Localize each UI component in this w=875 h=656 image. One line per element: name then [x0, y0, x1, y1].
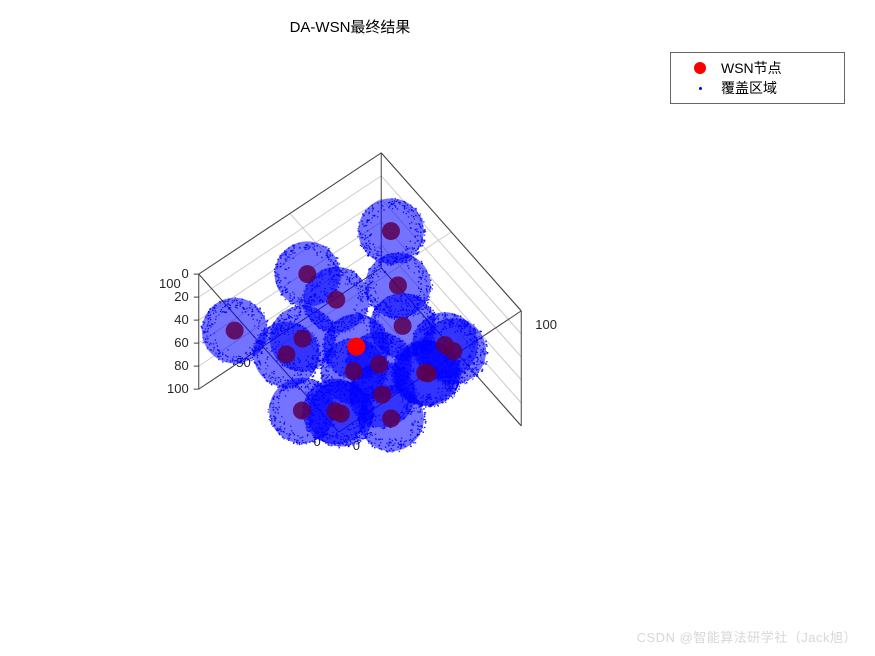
legend-item-nodes: WSN节点: [679, 58, 836, 78]
wsn-node: [298, 265, 316, 283]
wsn-node: [389, 276, 407, 294]
wsn-node: [327, 291, 345, 309]
legend-swatch-coverage: [679, 87, 721, 90]
plot-3d: 020406080100050100050100: [60, 50, 660, 610]
wsn-node: [419, 364, 437, 382]
legend-swatch-nodes: [679, 62, 721, 74]
svg-text:80: 80: [174, 358, 188, 373]
wsn-node: [382, 409, 400, 427]
node-marker-icon: [694, 62, 706, 74]
legend-item-coverage: 覆盖区域: [679, 78, 836, 98]
wsn-node: [345, 362, 363, 380]
svg-text:60: 60: [174, 335, 188, 350]
chart-container: DA-WSN最终结果 020406080100050100050100: [40, 10, 660, 610]
plot-svg: 020406080100050100050100: [60, 50, 660, 610]
svg-text:100: 100: [167, 381, 189, 396]
wsn-node: [226, 322, 244, 340]
svg-text:100: 100: [159, 276, 181, 291]
wsn-node: [347, 338, 365, 356]
wsn-node: [370, 355, 388, 373]
wsn-node: [332, 405, 350, 423]
chart-title: DA-WSN最终结果: [40, 16, 660, 37]
svg-text:0: 0: [182, 266, 189, 281]
wsn-node: [436, 336, 454, 354]
wsn-node: [373, 386, 391, 404]
coverage-marker-icon: [699, 87, 702, 90]
legend-label-nodes: WSN节点: [721, 58, 836, 78]
svg-text:20: 20: [174, 289, 188, 304]
watermark: CSDN @智能算法研学社（Jack旭）: [637, 627, 857, 646]
legend-label-coverage: 覆盖区域: [721, 78, 836, 98]
svg-text:40: 40: [174, 312, 188, 327]
svg-text:100: 100: [535, 317, 557, 332]
wsn-node: [293, 402, 311, 420]
legend: WSN节点 覆盖区域: [670, 52, 845, 104]
wsn-node: [277, 345, 295, 363]
wsn-node: [294, 330, 312, 348]
wsn-node: [394, 317, 412, 335]
wsn-node: [382, 222, 400, 240]
